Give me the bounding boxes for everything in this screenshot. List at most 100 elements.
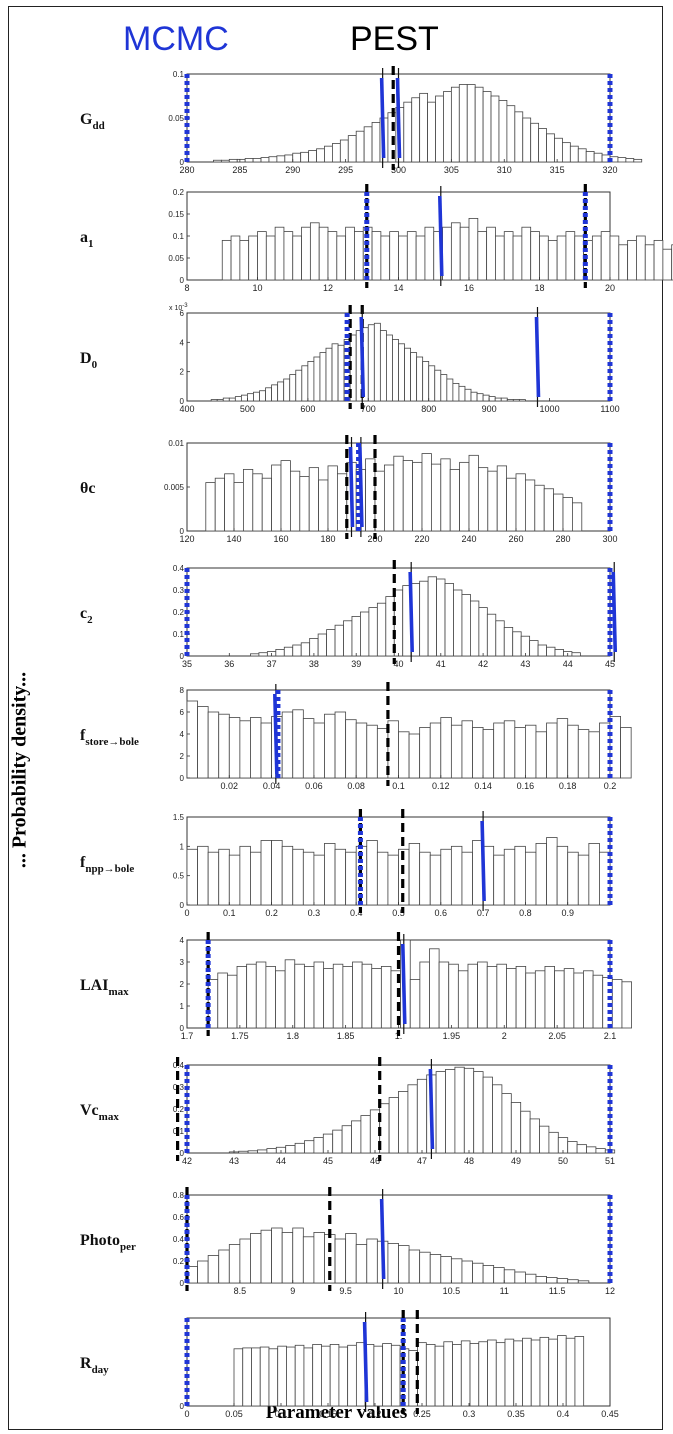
y-tick-label: 0.5 <box>173 872 185 881</box>
x-tick-label: 0.04 <box>263 781 281 791</box>
histogram-bar <box>520 1110 531 1154</box>
y-tick-label: 0 <box>180 1279 185 1288</box>
histogram-bar <box>216 399 224 402</box>
histogram-bar <box>259 1346 270 1407</box>
histogram-bar <box>354 231 364 281</box>
histogram-bar <box>392 338 399 402</box>
histogram-bar <box>366 724 378 779</box>
y-multiplier-exp: -3 <box>182 303 188 309</box>
histogram-bar <box>313 1232 325 1284</box>
histogram-bar <box>430 463 442 532</box>
histogram-bar <box>334 711 347 779</box>
y-tick-label: 0 <box>180 901 185 910</box>
histogram-bars <box>205 453 583 532</box>
x-tick-label: 47 <box>417 1156 427 1166</box>
histogram-bars <box>207 939 632 1029</box>
y-tick-label: 4 <box>180 338 185 347</box>
x-tick-label: 11.5 <box>549 1286 566 1296</box>
histogram-bar <box>472 1262 484 1284</box>
histogram-bar <box>458 84 468 163</box>
histogram-bar <box>224 473 235 532</box>
histogram-bar <box>321 1345 331 1407</box>
x-tick-label: 295 <box>338 165 353 175</box>
y-tick-label: 0.2 <box>173 1257 185 1266</box>
histogram-bar <box>653 239 664 281</box>
histogram-bar <box>534 970 546 1029</box>
histogram-bar <box>228 158 238 163</box>
histogram-bars <box>186 700 632 779</box>
histogram-bar <box>450 1258 463 1284</box>
histogram-bar <box>252 473 263 532</box>
histogram-bar <box>548 1131 559 1154</box>
pf-estimate-line <box>359 316 366 398</box>
histogram-bar <box>521 226 532 281</box>
histogram-bar <box>567 851 579 906</box>
histogram-bar <box>490 95 500 163</box>
histogram-bar <box>408 1249 421 1284</box>
histogram-bar <box>239 720 251 779</box>
histogram-bar <box>461 851 473 906</box>
parameter-subscript: 2 <box>87 614 93 626</box>
histogram-bar <box>373 322 381 402</box>
histogram-bar <box>506 968 517 1029</box>
subplot-6: 0.02 0.04 0.06 0.08 0.1 0.12 0.14 0.16 0.18 0.2 0 2… <box>80 682 632 791</box>
histogram-bar <box>323 968 334 1029</box>
histogram-bar <box>240 394 248 402</box>
histogram-bar <box>233 1348 244 1407</box>
histogram-bar <box>236 966 248 1029</box>
histogram-bar <box>325 347 333 402</box>
subplot-3: 400 500 600 700 800 900 1000 1100 0 2 4 6x 10-3 D0 <box>80 303 620 414</box>
histogram-bar <box>510 1102 522 1154</box>
histogram-bar <box>300 642 311 657</box>
histogram-bar <box>218 848 230 906</box>
histogram-bar <box>313 1137 324 1154</box>
histogram-bar <box>285 1145 296 1154</box>
y-tick-label: 0 <box>180 652 185 661</box>
histogram-bar <box>233 482 244 532</box>
histogram-bar <box>478 1341 488 1407</box>
x-tick-label: 43 <box>520 659 530 669</box>
histogram-bar <box>534 484 545 532</box>
histogram-bar <box>260 1229 272 1284</box>
histogram-bar <box>250 653 260 657</box>
y-tick-label: 2 <box>180 752 185 761</box>
histogram-bar <box>592 974 604 1029</box>
histogram-bar <box>469 1343 480 1407</box>
histogram-bar <box>304 1140 315 1154</box>
histogram-bar <box>407 1084 418 1154</box>
histogram-bar <box>419 1251 431 1284</box>
histogram-bar <box>543 488 555 532</box>
histogram-bar <box>303 1347 314 1407</box>
x-tick-label: 48 <box>464 1156 474 1166</box>
histogram-bar <box>409 979 421 1029</box>
y-tick-label: 0 <box>180 276 185 285</box>
histogram-bar <box>259 390 266 402</box>
histogram-bar <box>419 580 429 657</box>
x-tick-label: 11 <box>500 1286 509 1296</box>
x-tick-label: 160 <box>273 534 288 544</box>
histogram-bar <box>506 105 516 163</box>
pf-estimate-line <box>379 77 386 159</box>
x-tick-label: 0.1 <box>392 781 405 791</box>
histogram-bar <box>248 235 258 281</box>
x-tick-label: 1.75 <box>231 1031 249 1041</box>
histogram-bar <box>366 1238 378 1284</box>
x-tick-label: 0.45 <box>601 1409 619 1419</box>
x-tick-label: 1000 <box>540 404 560 414</box>
histogram-bar <box>574 1336 585 1407</box>
x-tick-label: 0.12 <box>432 781 450 791</box>
x-tick-label: 0.3 <box>308 908 321 918</box>
x-tick-label: 2 <box>502 1031 507 1041</box>
histogram-bar <box>440 848 452 906</box>
subplot-2: 8 10 12 14 16 18 20 0 0.05 0.1 0.15 0.2 a1 <box>80 184 673 293</box>
histogram-bar <box>574 235 584 281</box>
histogram-bar <box>435 1071 446 1154</box>
histogram-bar <box>416 356 424 402</box>
histogram-bar <box>556 1278 569 1284</box>
y-tick-label: 0.3 <box>173 586 185 595</box>
histogram-bar <box>539 1125 550 1154</box>
histogram-bar <box>339 139 349 163</box>
x-tick-label: 16 <box>464 283 474 293</box>
y-tick-label: 0.15 <box>168 210 184 219</box>
